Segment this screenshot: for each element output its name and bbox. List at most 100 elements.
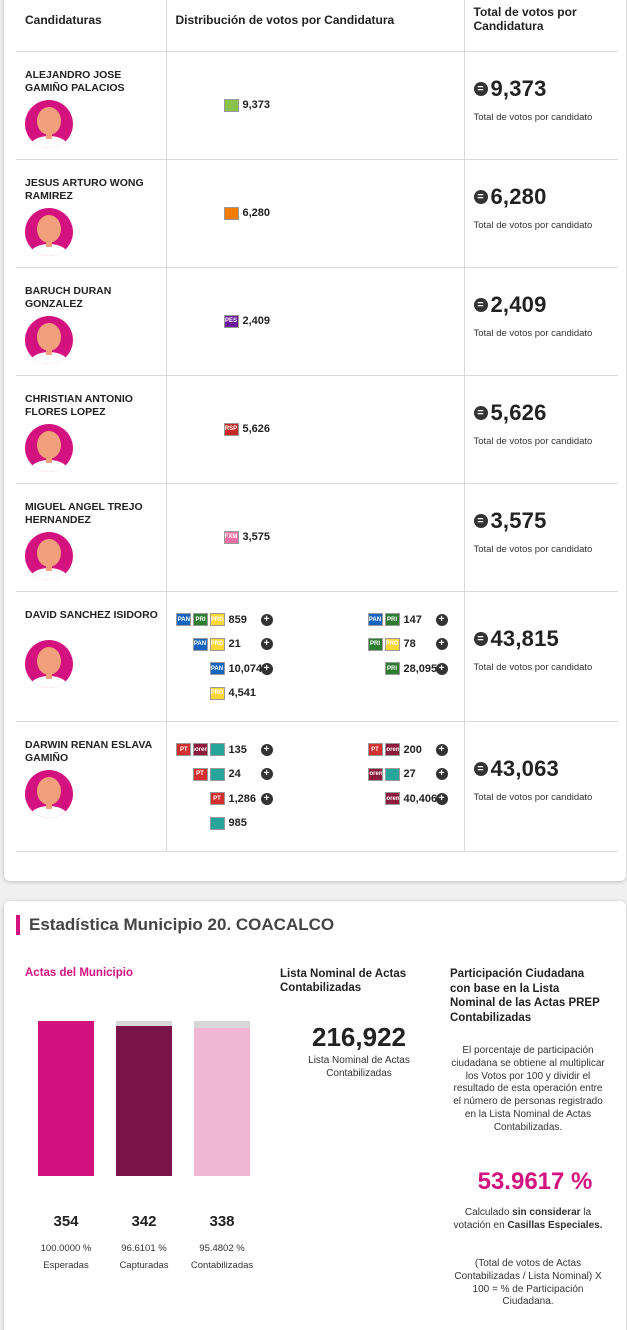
party-pri-logo: PRI [193, 613, 208, 627]
minus-circle-icon[interactable]: = [473, 631, 488, 646]
actas-bar-pct: 95.4802 % [199, 1243, 245, 1254]
total-cell: = 5,626 Total de votos por candidato [464, 375, 618, 484]
minus-circle-icon[interactable]: = [473, 513, 488, 528]
party-na-logo [384, 767, 400, 781]
actas-bar [194, 1021, 250, 1176]
vote-count: 40,406 [403, 792, 438, 805]
vote-count: 27 [403, 768, 416, 781]
total-line: = 43,815 [473, 626, 619, 652]
candidate-avatar-icon [25, 639, 73, 688]
expand-plus-icon[interactable]: + [435, 613, 448, 626]
candidate-cell: DARWIN RENAN ESLAVA GAMIÑO [16, 721, 166, 852]
candidate-row: JESUS ARTURO WONG RAMIREZ 6,280 = 6,280 Tota… [16, 159, 619, 268]
party-logos: PTmorena [176, 743, 225, 757]
expand-plus-icon[interactable]: + [260, 792, 273, 805]
candidate-name: BARUCH DURAN GONZALEZ [25, 284, 112, 310]
minus-circle-icon[interactable]: = [473, 297, 488, 312]
party-pan-logo: PAN [192, 637, 208, 651]
vote-distribution: 6,280 [177, 160, 464, 267]
total-line: = 9,373 [473, 76, 619, 102]
party-logos: morena [352, 767, 400, 781]
candidate-name: MIGUEL ANGEL TREJO HERNANDEZ [25, 500, 143, 526]
total-cell: = 2,409 Total de votos por candidato [464, 267, 619, 376]
vote-entry: 9,373 [191, 98, 366, 112]
party-prd-logo: PRD [384, 637, 400, 651]
table-header-row: Candidaturas Distribución de votos por C… [16, 0, 618, 52]
candidate-name: DAVID SANCHEZ ISIDORO [25, 608, 158, 621]
party-pt-logo: PT [176, 743, 192, 757]
vote-distribution-cell: PES 2,409 [165, 267, 465, 376]
minus-circle-icon[interactable]: = [473, 189, 488, 204]
total-label: Total de votos por candidato [473, 791, 593, 803]
expand-plus-icon[interactable]: + [435, 743, 448, 756]
vote-distribution-cell: 9,373 [165, 51, 465, 160]
candidate-total: 43,063 [490, 755, 559, 781]
candidate-avatar-icon [25, 531, 73, 580]
vote-entry: PTmorena135+ [176, 743, 352, 757]
total-line: = 2,409 [473, 292, 619, 318]
party-logos: PT [177, 792, 225, 806]
vote-line: PTmorena135+PTmorena200+ [176, 738, 464, 763]
candidate-row: MIGUEL ANGEL TREJO HERNANDEZ FXM 3,575 = 3,5… [16, 483, 618, 592]
vote-count: 2,409 [242, 315, 271, 327]
candidates-body: ALEJANDRO JOSE GAMIÑO PALACIOS 9,373 = 9,37… [16, 51, 619, 852]
party-logos: PAN PRI PRD [176, 613, 225, 627]
actas-bar-value: 354 [53, 1213, 79, 1230]
note-bold-1: sin considerar [512, 1207, 581, 1218]
party-pan-logo: PAN [367, 613, 383, 627]
party-logos: PRI PRD [352, 637, 400, 651]
vote-distribution-cell: 6,280 [165, 159, 465, 268]
party-pt-logo: PT [192, 767, 208, 781]
minus-circle-icon[interactable]: = [473, 405, 488, 420]
party-logos: PTmorena [352, 743, 400, 757]
header-candidaturas: Candidaturas [16, 0, 166, 52]
vote-count: 6,280 [242, 207, 271, 219]
expand-plus-icon[interactable]: + [435, 768, 448, 781]
vote-entry: PRD 4,541 [177, 686, 352, 700]
total-label: Total de votos por candidato [473, 661, 593, 673]
party-morena-logo: morena [384, 743, 400, 757]
party-morena-logo: morena [193, 743, 208, 757]
party-logos: FXM [191, 530, 239, 544]
candidate-row: DAVID SANCHEZ ISIDORO PAN PRI PRD 859 + PAN PRI… [16, 591, 619, 722]
actas-bar [116, 1021, 172, 1176]
expand-plus-icon[interactable]: + [260, 638, 273, 651]
expand-plus-icon[interactable]: + [435, 638, 448, 651]
vote-count: 985 [228, 817, 247, 830]
party-pt-logo: PT [209, 792, 225, 806]
expand-plus-icon[interactable]: + [435, 792, 448, 805]
actas-bar [38, 1021, 94, 1176]
candidates-card: Candidaturas Distribución de votos por C… [4, 0, 626, 881]
candidate-avatar-icon [25, 315, 73, 364]
minus-circle-icon[interactable]: = [473, 81, 488, 96]
party-rsp-logo: RSP [223, 422, 239, 436]
header-total: Total de votos por Candidatura [464, 0, 618, 52]
vote-count: 28,095 [403, 662, 438, 675]
total-line: = 6,280 [473, 184, 619, 210]
minus-circle-icon[interactable]: = [473, 761, 488, 776]
candidate-name: CHRISTIAN ANTONIO FLORES LOPEZ [25, 392, 133, 418]
vote-entry: PT 24 + [177, 767, 352, 781]
expand-plus-icon[interactable]: + [435, 662, 448, 675]
party-logos [191, 98, 239, 112]
expand-plus-icon[interactable]: + [260, 613, 273, 626]
vote-distribution-cell: FXM 3,575 [165, 483, 465, 592]
party-pvem-logo [223, 98, 239, 112]
lista-nominal-label: Lista Nominal de Actas Contabilizadas [308, 1055, 410, 1079]
vote-entry: 6,280 [191, 206, 366, 220]
expand-plus-icon[interactable]: + [260, 662, 273, 675]
candidate-cell: BARUCH DURAN GONZALEZ [16, 267, 166, 376]
expand-plus-icon[interactable]: + [260, 768, 273, 781]
vote-entry: PT 1,286 + [177, 792, 352, 806]
candidate-cell: ALEJANDRO JOSE GAMIÑO PALACIOS [16, 51, 166, 160]
party-logos: PT [177, 767, 225, 781]
expand-plus-icon[interactable]: + [260, 743, 273, 756]
actas-bar-fill [194, 1028, 250, 1176]
vote-distribution: RSP 5,626 [177, 376, 464, 483]
candidate-cell: CHRISTIAN ANTONIO FLORES LOPEZ [16, 375, 166, 484]
party-pan-logo: PAN [176, 613, 192, 627]
party-na-logo [209, 767, 225, 781]
party-morena-logo: morena [384, 792, 400, 806]
actas-bar-label: Esperadas [43, 1260, 89, 1271]
vote-line: PAN PRI PRD 859 + PAN PRI 147 + [176, 608, 464, 633]
